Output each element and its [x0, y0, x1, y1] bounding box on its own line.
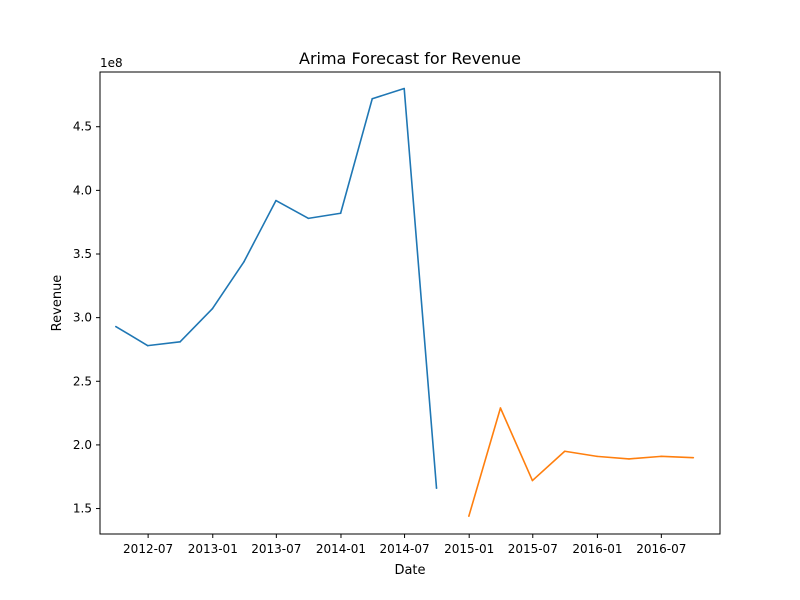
x-tick-label: 2013-01 — [188, 542, 238, 556]
series-1-point — [339, 212, 342, 215]
series-2-point — [628, 458, 630, 460]
series-line-2 — [468, 407, 694, 517]
series-2-point — [692, 456, 695, 459]
series-1-point — [146, 344, 149, 347]
y-tick-label: 4.5 — [73, 120, 92, 134]
series-1-point — [243, 260, 245, 263]
x-tick-label: 2014-07 — [379, 542, 429, 556]
series-2-point — [660, 455, 662, 458]
series-1-point — [403, 87, 406, 90]
x-axis: 2012-07 2013-01 2013-07 2014-01 2014-07 2015-… — [123, 534, 686, 556]
x-axis-title: Date — [394, 563, 425, 578]
series-1-point — [275, 199, 277, 202]
x-tick-label: 2015-07 — [508, 542, 558, 556]
series-1-point — [307, 217, 310, 220]
x-tick-label: 2014-01 — [316, 542, 366, 556]
x-tick-label: 2015-01 — [444, 542, 494, 556]
series-2-point — [468, 515, 470, 517]
series-layer — [115, 87, 695, 517]
series-1-point — [179, 341, 181, 343]
series-2-point — [596, 455, 598, 458]
y-tick-label: 1.5 — [73, 502, 92, 516]
chart-title: Arima Forecast for Revenue — [299, 49, 521, 68]
x-tick-label: 2016-01 — [572, 542, 622, 556]
y-axis: 1.5 2.0 2.5 3.0 3.5 4.0 4.5 — [73, 120, 100, 516]
x-tick-label: 2016-07 — [636, 542, 686, 556]
series-2-point — [499, 407, 502, 409]
series-1-point — [371, 97, 374, 100]
series-1-point — [115, 325, 117, 328]
y-tick-label: 4.0 — [73, 183, 92, 197]
plot-frame — [99, 71, 721, 535]
series-1-point — [435, 487, 438, 489]
x-tick-label: 2012-07 — [123, 542, 173, 556]
y-tick-label: 3.5 — [73, 247, 92, 261]
y-tick-label: 2.0 — [73, 438, 92, 452]
x-tick-label: 2013-07 — [251, 542, 301, 556]
y-offset-label: 1e8 — [100, 56, 123, 70]
y-tick-label: 2.5 — [73, 374, 92, 388]
series-2-point — [563, 450, 566, 453]
y-tick-label: 3.0 — [73, 311, 92, 325]
series-1-point — [211, 307, 214, 310]
y-axis-title: Revenue — [50, 275, 65, 332]
series-2-point — [531, 479, 534, 482]
